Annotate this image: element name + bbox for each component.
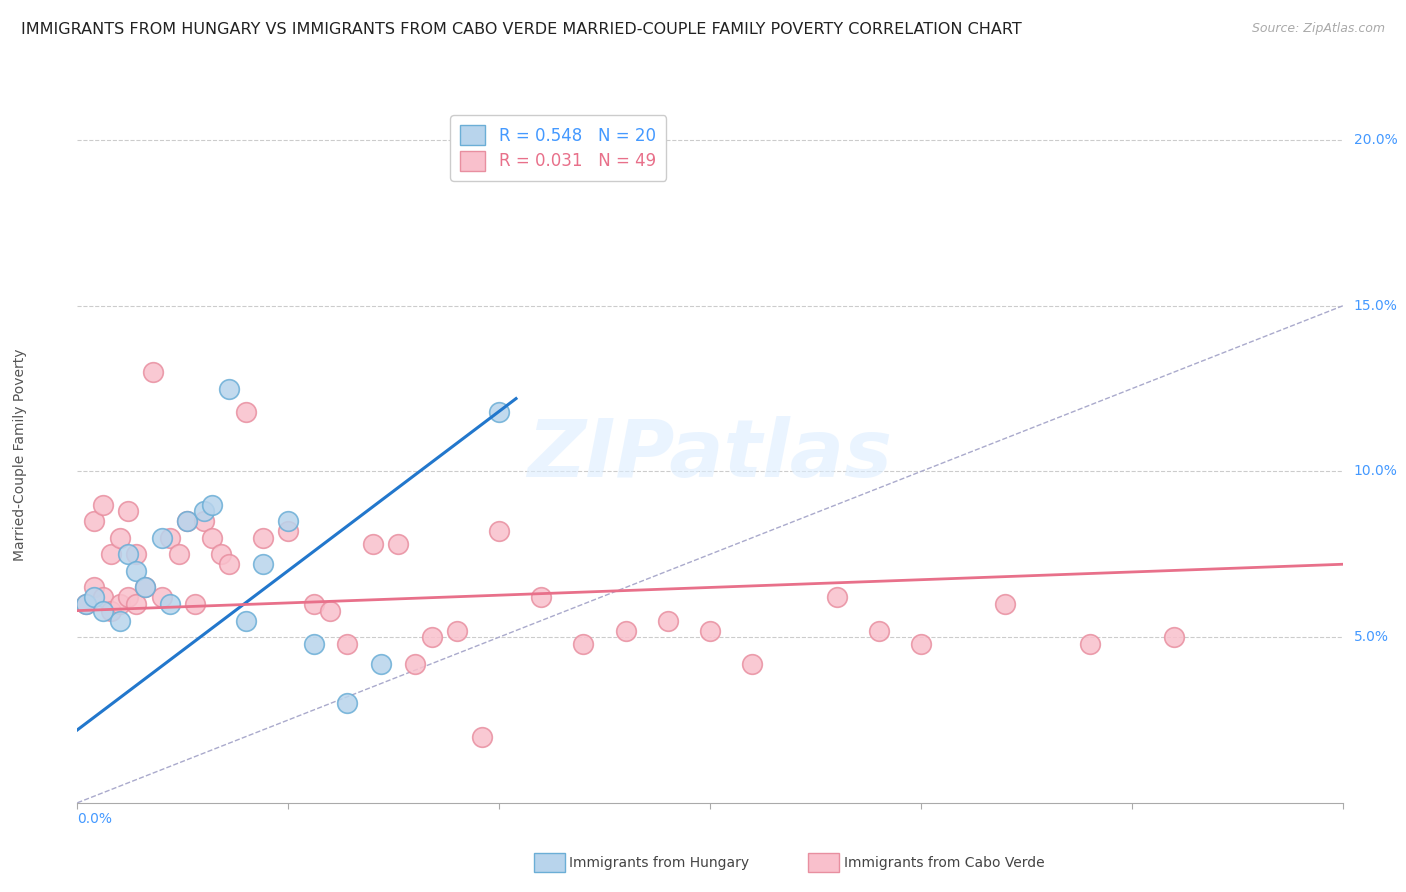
Point [159,531,181,545]
Point [361,537,384,551]
Point [404,657,426,671]
Point [150,531,173,545]
Point [83,591,105,605]
Point [235,614,257,628]
Point [100,547,122,561]
Text: Married-Couple Family Poverty: Married-Couple Family Poverty [14,349,27,561]
Point [699,624,721,638]
Point [108,597,131,611]
Point [302,597,325,611]
Text: 5.0%: 5.0% [1354,630,1389,644]
Point [657,614,679,628]
Text: Immigrants from Cabo Verde: Immigrants from Cabo Verde [844,856,1045,871]
Point [83,514,105,528]
Point [302,637,325,651]
Point [370,657,392,671]
Point [117,591,139,605]
Point [572,637,595,651]
Point [83,581,105,595]
Point [117,547,139,561]
Point [193,514,215,528]
Point [252,558,274,572]
Point [91,604,114,618]
Point [336,697,359,711]
Point [108,614,131,628]
Point [167,547,190,561]
Point [1163,630,1185,644]
Point [530,591,553,605]
Point [201,531,224,545]
Point [336,637,359,651]
Point [277,524,299,538]
Point [235,405,257,419]
Text: Source: ZipAtlas.com: Source: ZipAtlas.com [1251,22,1385,36]
Point [209,547,232,561]
Point [741,657,763,671]
Point [108,531,131,545]
Point [868,624,890,638]
Point [150,591,173,605]
Point [193,504,215,518]
Point [100,604,122,618]
Text: IMMIGRANTS FROM HUNGARY VS IMMIGRANTS FROM CABO VERDE MARRIED-COUPLE FAMILY POVE: IMMIGRANTS FROM HUNGARY VS IMMIGRANTS FR… [21,22,1022,37]
Point [218,558,240,572]
Point [117,504,139,518]
Point [387,537,409,551]
Point [218,382,240,396]
Legend: R = 0.548   N = 20, R = 0.031   N = 49: R = 0.548 N = 20, R = 0.031 N = 49 [450,115,666,180]
Point [75,597,97,611]
Point [91,591,114,605]
Point [142,365,165,379]
Point [125,564,148,578]
Point [319,604,342,618]
Text: 10.0%: 10.0% [1354,465,1398,478]
Point [134,581,156,595]
Point [159,597,181,611]
Point [614,624,637,638]
Point [75,597,97,611]
Text: ZIPatlas: ZIPatlas [527,416,893,494]
Point [277,514,299,528]
Point [176,514,198,528]
Point [134,581,156,595]
Point [910,637,932,651]
Point [471,730,494,744]
Point [176,514,198,528]
Point [91,498,114,512]
Point [125,547,148,561]
Point [825,591,848,605]
Text: 0.0%: 0.0% [77,812,112,826]
Point [1078,637,1101,651]
Point [994,597,1017,611]
Point [184,597,207,611]
Point [446,624,468,638]
Point [201,498,224,512]
Text: 20.0%: 20.0% [1354,133,1398,147]
Point [252,531,274,545]
Point [125,597,148,611]
Point [488,524,510,538]
Point [488,405,510,419]
Text: Immigrants from Hungary: Immigrants from Hungary [569,856,749,871]
Point [420,630,443,644]
Text: 15.0%: 15.0% [1354,299,1398,313]
